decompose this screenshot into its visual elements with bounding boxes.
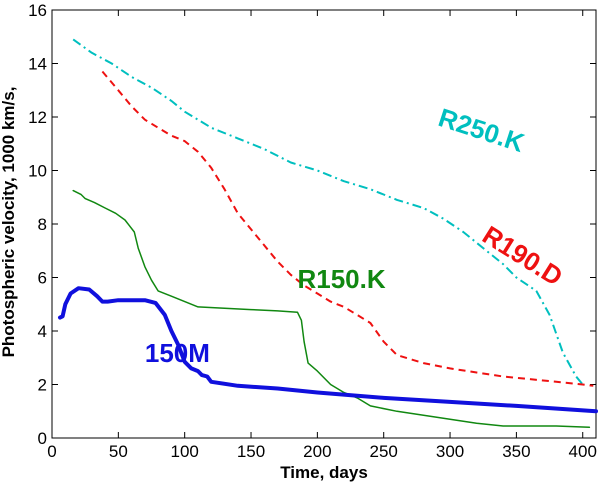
x-tick-label: 100	[170, 442, 198, 461]
x-axis-label: Time, days	[280, 463, 368, 482]
y-tick-label: 6	[38, 269, 47, 288]
y-tick-label: 2	[38, 376, 47, 395]
x-tick-label: 350	[502, 442, 530, 461]
y-tick-label: 0	[38, 429, 47, 448]
y-tick-label: 16	[28, 1, 47, 20]
x-tick-label: 300	[436, 442, 464, 461]
x-tick-label: 200	[303, 442, 331, 461]
x-tick-label: 0	[47, 442, 56, 461]
series-line-r250-k	[72, 38, 584, 386]
series-annotation-150m: 150M	[145, 338, 210, 368]
series-line-150m	[58, 286, 598, 414]
x-tick-label: 400	[569, 442, 597, 461]
plot-frame	[51, 9, 597, 439]
x-tick-label: 50	[109, 442, 128, 461]
x-tick-label: 150	[237, 442, 265, 461]
y-tick-label: 12	[28, 108, 47, 127]
series-layer	[58, 38, 598, 429]
axes: 0 50 100 150 200 250 300 350 400 0 2 4 6 8 10 12 14 16	[28, 1, 597, 461]
y-tick-label: 10	[28, 162, 47, 181]
series-annotation-r250-k: R250.K	[435, 102, 528, 158]
series-annotation-r150-k: R150.K	[297, 264, 385, 294]
y-axis-label: Photospheric velocity, 1000 km/s,	[0, 87, 18, 358]
y-tick-label: 4	[38, 322, 47, 341]
y-tick-label: 14	[28, 55, 47, 74]
x-tick-label: 250	[370, 442, 398, 461]
y-tick-label: 8	[38, 215, 47, 234]
series-line-r150-k	[72, 189, 591, 429]
series-line-r190-d	[101, 70, 594, 387]
